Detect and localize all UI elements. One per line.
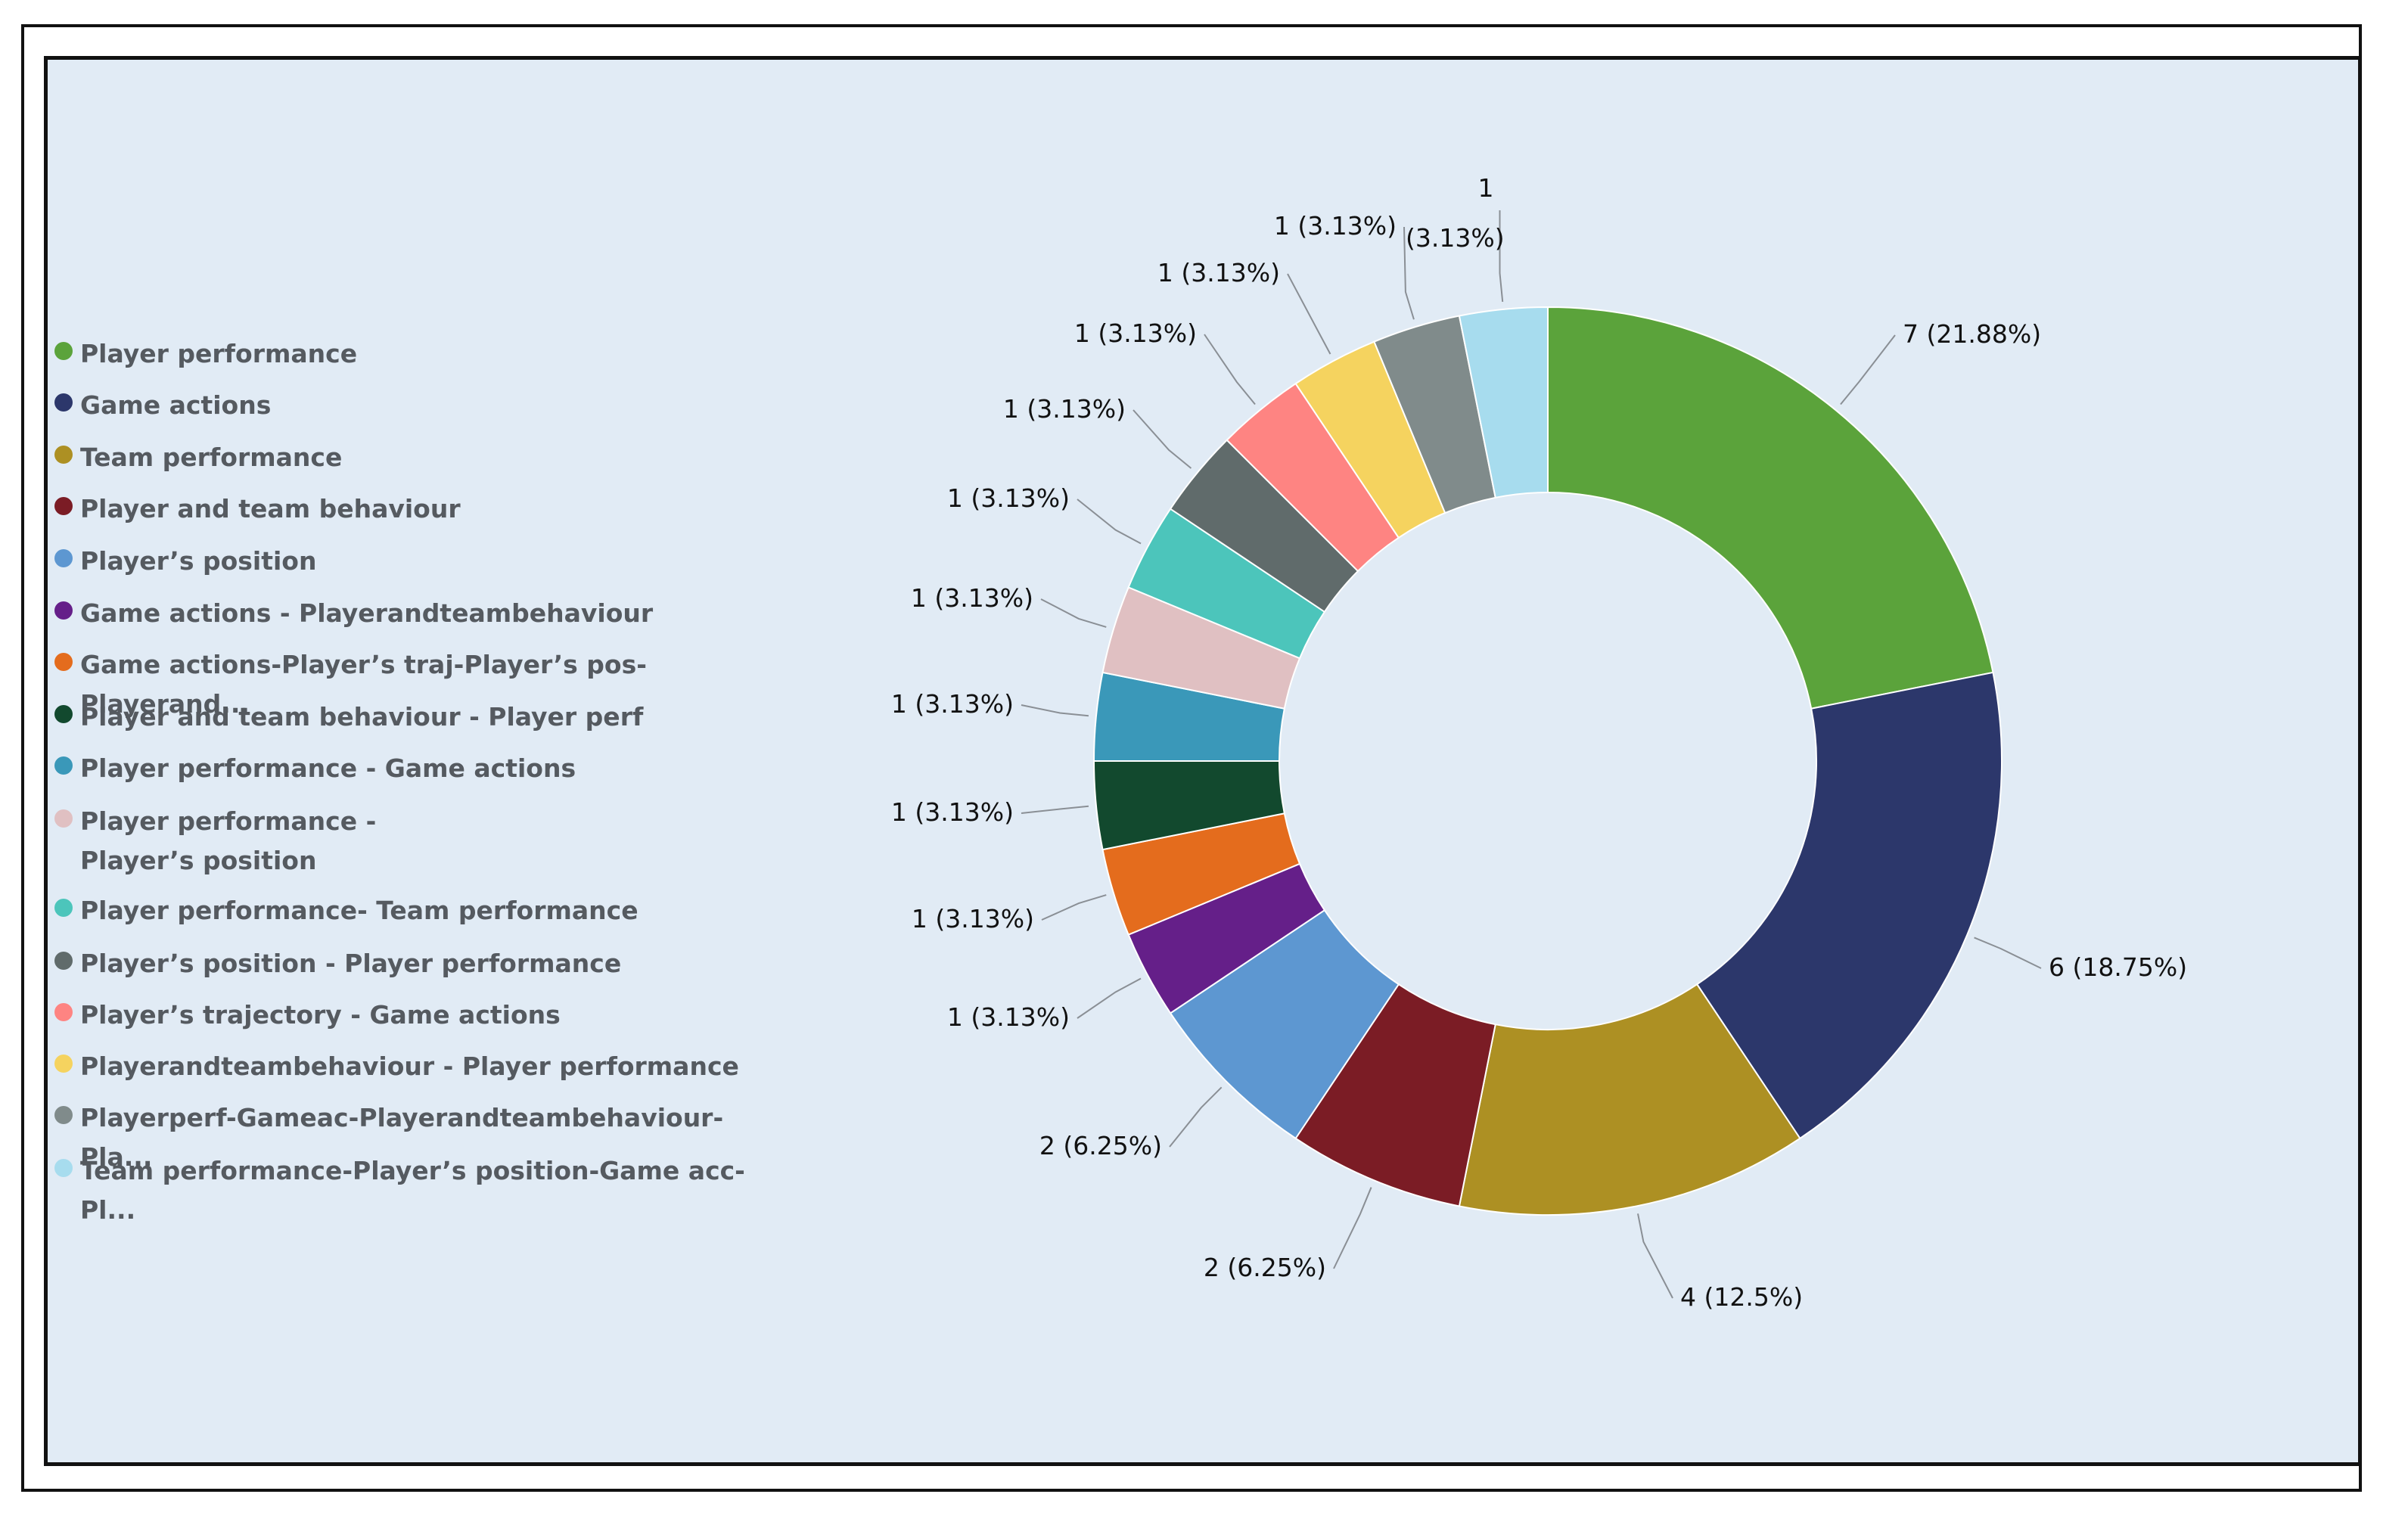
legend-label: Game actions bbox=[80, 390, 272, 420]
legend-label: Playerandteambehaviour - Player performa… bbox=[80, 1051, 739, 1081]
leader-line bbox=[1040, 598, 1107, 628]
legend-label: Player performance bbox=[80, 339, 358, 368]
leader-line bbox=[1021, 805, 1089, 814]
legend-swatch bbox=[54, 809, 73, 828]
leader-line bbox=[1974, 937, 2042, 969]
leader-line bbox=[1041, 894, 1107, 921]
legend-label: Team performance-Player’s position-Game … bbox=[80, 1156, 745, 1225]
legend-item[interactable]: Player’s position bbox=[54, 542, 316, 581]
legend-item[interactable]: Game actions bbox=[54, 386, 271, 425]
legend-swatch bbox=[54, 1055, 73, 1073]
donut-slice[interactable] bbox=[1547, 306, 1994, 710]
legend-swatch bbox=[54, 952, 73, 970]
legend-label: Team performance bbox=[80, 443, 343, 472]
data-label: 1 bbox=[1478, 173, 1494, 203]
leader-line bbox=[1403, 226, 1415, 320]
legend-item[interactable]: Player’s trajectory - Game actions bbox=[54, 996, 561, 1035]
legend-item[interactable]: Game actions - Playerandteambehaviour bbox=[54, 594, 653, 633]
legend-swatch bbox=[54, 601, 73, 620]
data-label: 1 (3.13%) bbox=[891, 797, 1014, 827]
legend-item[interactable]: Playerperf-Gameac-Playerandteambehaviour… bbox=[54, 1098, 750, 1177]
data-label: 2 (6.25%) bbox=[1204, 1253, 1326, 1282]
data-label: 1 (3.13%) bbox=[1274, 211, 1397, 241]
donut-slice[interactable] bbox=[1695, 671, 2003, 1140]
data-label: 1 (3.13%) bbox=[1003, 394, 1126, 424]
legend-item[interactable]: Player and team behaviour bbox=[54, 489, 461, 529]
leader-line bbox=[1169, 1086, 1223, 1148]
legend-label: Player performance - Game actions bbox=[80, 753, 576, 783]
legend-label: Player’s trajectory - Game actions bbox=[80, 1000, 561, 1030]
legend-swatch bbox=[54, 653, 73, 671]
legend-label: Game actions-Player’s traj-Player’s pos-… bbox=[80, 650, 647, 719]
legend-label: Player performance - Player’s position bbox=[80, 806, 377, 875]
data-label: 7 (21.88%) bbox=[1903, 319, 2041, 349]
legend-label: Game actions - Playerandteambehaviour bbox=[80, 598, 654, 628]
data-label: 1 (3.13%) bbox=[1157, 258, 1280, 287]
legend-label: Player and team behaviour bbox=[80, 494, 461, 523]
legend-swatch bbox=[54, 393, 73, 412]
data-label: 4 (12.5%) bbox=[1680, 1282, 1803, 1312]
leader-line bbox=[1077, 499, 1142, 545]
leader-line bbox=[1840, 334, 1896, 405]
legend-swatch bbox=[54, 446, 73, 464]
leader-line bbox=[1077, 977, 1142, 1019]
legend-item[interactable]: Player performance- Team performance bbox=[54, 891, 639, 930]
legend-swatch bbox=[54, 756, 73, 775]
legend-swatch bbox=[54, 899, 73, 917]
legend-item[interactable]: Player performance - Player’s position bbox=[54, 802, 376, 881]
legend-swatch bbox=[54, 1159, 73, 1177]
legend-label: Player performance- Team performance bbox=[80, 896, 639, 925]
legend-item[interactable]: Player performance bbox=[54, 334, 357, 374]
legend-item[interactable]: Player performance - Game actions bbox=[54, 749, 576, 788]
leader-line bbox=[1499, 210, 1504, 303]
legend-swatch bbox=[54, 1003, 73, 1021]
data-label: 6 (18.75%) bbox=[2049, 952, 2187, 982]
legend-label: Player’s position bbox=[80, 546, 317, 576]
donut-slice[interactable] bbox=[1458, 983, 1801, 1216]
legend-label: Player and team behaviour - Player perf bbox=[80, 702, 644, 732]
leader-line bbox=[1287, 273, 1331, 355]
legend-item[interactable]: Game actions-Player’s traj-Player’s pos-… bbox=[54, 645, 750, 724]
legend-label: Playerperf-Gameac-Playerandteambehaviour… bbox=[80, 1103, 724, 1172]
data-label: 1 (3.13%) bbox=[1074, 318, 1197, 348]
legend-item[interactable]: Player’s position - Player performance bbox=[54, 944, 621, 983]
legend-item[interactable]: Team performance-Player’s position-Game … bbox=[54, 1151, 750, 1230]
legend-swatch bbox=[54, 549, 73, 567]
legend-item[interactable]: Team performance bbox=[54, 438, 342, 477]
legend-swatch bbox=[54, 705, 73, 723]
donut-slice[interactable] bbox=[1458, 306, 1549, 499]
data-label-extra: (3.13%) bbox=[1406, 223, 1505, 253]
legend-item[interactable]: Player and team behaviour - Player perf bbox=[54, 697, 643, 737]
data-label: 2 (6.25%) bbox=[1039, 1131, 1162, 1160]
legend-swatch bbox=[54, 342, 73, 360]
leader-line bbox=[1637, 1213, 1673, 1299]
legend-swatch bbox=[54, 497, 73, 515]
data-label: 1 (3.13%) bbox=[911, 583, 1033, 613]
leader-line bbox=[1021, 704, 1089, 717]
data-label: 1 (3.13%) bbox=[947, 1002, 1070, 1032]
legend-item[interactable]: Playerandteambehaviour - Player performa… bbox=[54, 1047, 739, 1086]
data-label: 1 (3.13%) bbox=[912, 904, 1034, 933]
legend-swatch bbox=[54, 1106, 73, 1124]
leader-line bbox=[1204, 334, 1256, 405]
data-label: 1 (3.13%) bbox=[891, 689, 1014, 719]
legend-label: Player’s position - Player performance bbox=[80, 949, 622, 978]
data-label: 1 (3.13%) bbox=[947, 483, 1070, 513]
leader-line bbox=[1133, 409, 1192, 469]
leader-line bbox=[1333, 1187, 1372, 1269]
